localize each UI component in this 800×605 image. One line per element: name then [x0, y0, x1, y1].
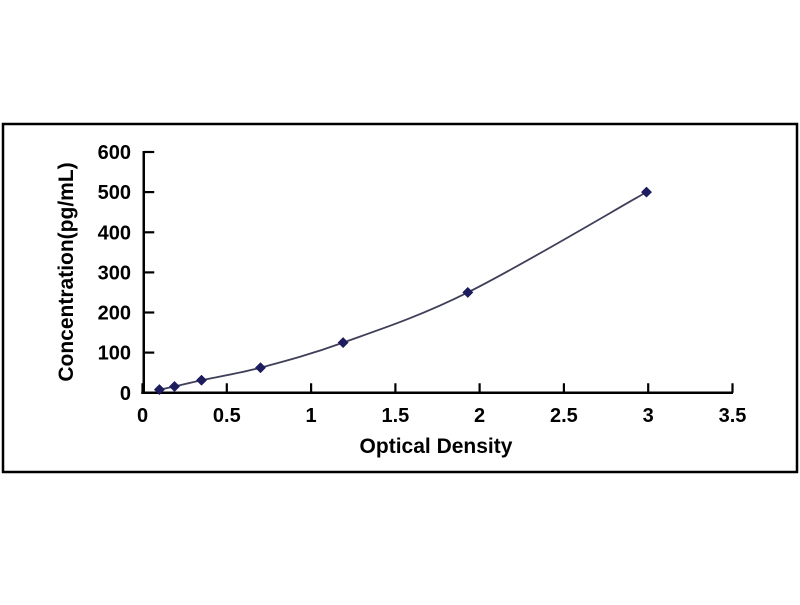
y-axis-title: Concentration(pg/mL) [55, 162, 78, 381]
chart-frame [1, 122, 799, 474]
x-tick-label: 1 [306, 405, 317, 427]
x-tick-label: 2 [474, 405, 485, 427]
x-tick-label: 3.5 [719, 405, 747, 427]
x-tick-label: 3 [643, 405, 654, 427]
x-tick-label: 2.5 [550, 405, 578, 427]
y-tick-label: 500 [98, 182, 131, 204]
data-point-marker [337, 337, 349, 349]
y-tick-label: 600 [98, 142, 131, 164]
y-tick-label: 0 [120, 383, 131, 405]
tick-labels-layer: 0 100 200 300 400 500 600 0 0.5 1 1.5 2 2.5 3 3.5 [98, 142, 747, 427]
data-point-marker [168, 380, 181, 393]
data-point-marker [195, 374, 208, 386]
y-tick-label: 100 [98, 343, 131, 365]
data-point-marker [153, 384, 165, 396]
data-point-marker [254, 362, 267, 374]
series-layer [153, 186, 653, 396]
data-point-marker [640, 186, 653, 198]
x-tick-label: 0.5 [213, 405, 241, 427]
data-point-marker [462, 286, 474, 298]
x-tick-label: 1.5 [381, 405, 409, 427]
ticks-layer [141, 150, 734, 394]
x-axis-title: Optical Density [360, 435, 513, 458]
y-tick-label: 200 [98, 303, 131, 325]
y-tick-label: 300 [98, 262, 131, 284]
x-tick-label: 0 [137, 405, 148, 427]
y-tick-label: 400 [98, 222, 131, 244]
